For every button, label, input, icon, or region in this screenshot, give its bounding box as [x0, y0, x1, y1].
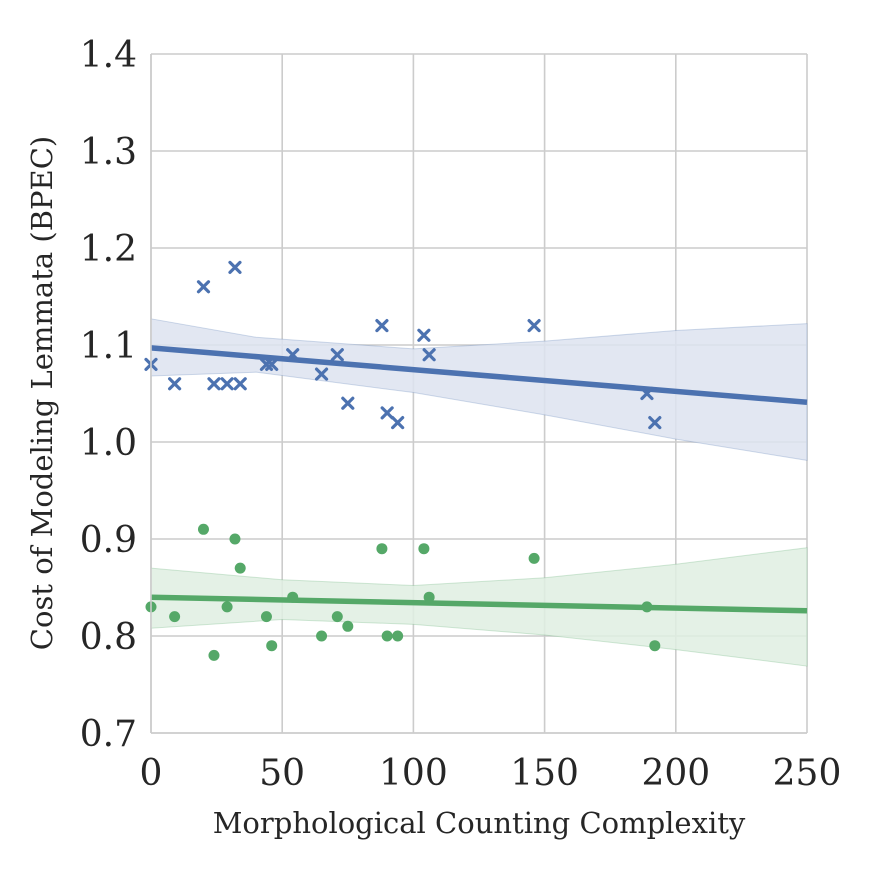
- green-dot-marker: [528, 552, 540, 564]
- blue-x-marker: [341, 396, 355, 410]
- x-tick-label: 100: [379, 753, 448, 794]
- y-tick-label: 0.9: [80, 520, 137, 561]
- x-tick-label: 250: [773, 753, 842, 794]
- green-dot-marker: [392, 630, 404, 642]
- green-dot-marker: [221, 601, 233, 613]
- blue-x-marker: [640, 386, 654, 401]
- blue-x-marker: [422, 348, 436, 362]
- y-tick-label: 1.0: [80, 423, 137, 464]
- x-axis-label: Morphological Counting Complexity: [213, 806, 746, 840]
- blue-x-marker: [286, 348, 300, 362]
- blue-x-marker: [228, 260, 242, 274]
- y-tick-label: 1.1: [80, 326, 137, 367]
- green-dot-marker: [331, 611, 343, 623]
- green-dot-marker: [287, 591, 299, 603]
- blue-x-marker: [314, 367, 329, 381]
- regression-lines: [150, 345, 808, 614]
- blue-x-marker: [527, 319, 541, 333]
- y-tick-label: 1.4: [80, 35, 137, 76]
- blue-x-marker: [375, 319, 389, 333]
- green-regression-line: [150, 594, 808, 614]
- green-dot-marker: [197, 523, 209, 535]
- y-tick-labels: 0.7 0.8 0.9 1.0 1.1 1.2 1.3 1.4: [80, 35, 137, 755]
- green-dot-marker: [229, 533, 241, 545]
- green-confidence-band: [150, 547, 808, 667]
- blue-x-marker: [417, 328, 431, 342]
- blue-x-marker: [168, 377, 182, 391]
- x-tick-label: 0: [140, 753, 163, 794]
- blue-x-marker: [648, 416, 662, 430]
- green-dot-marker: [381, 630, 393, 642]
- blue-x-marker: [265, 357, 279, 371]
- x-tick-label: 150: [510, 753, 579, 794]
- green-dot-marker: [641, 601, 653, 613]
- blue-x-marker: [207, 377, 221, 391]
- y-tick-label: 0.8: [80, 617, 137, 658]
- green-dot-marker: [316, 630, 328, 642]
- green-dot-marker: [208, 649, 220, 661]
- green-dot-marker: [649, 640, 661, 652]
- green-dot-marker: [342, 620, 354, 632]
- green-dot-marker: [234, 562, 246, 574]
- green-dot-marker: [260, 611, 272, 623]
- blue-x-marker: [380, 406, 394, 420]
- blue-confidence-band: [150, 318, 808, 462]
- y-tick-label: 0.7: [80, 714, 137, 755]
- blue-regression-line: [150, 345, 808, 405]
- y-tick-label: 1.3: [80, 132, 137, 173]
- blue-x-marker: [330, 348, 344, 362]
- green-dot-marker: [423, 591, 435, 603]
- confidence-bands: [150, 318, 808, 667]
- green-dot-marker: [169, 611, 181, 623]
- green-dot-marker: [418, 543, 430, 555]
- x-tick-labels: 0 50 100 150 200 250: [140, 753, 842, 794]
- x-tick-label: 50: [259, 753, 305, 794]
- y-axis-label: Cost of Modeling Lemmata (BPEC): [25, 136, 59, 650]
- blue-x-marker: [196, 280, 211, 294]
- x-tick-label: 200: [641, 753, 710, 794]
- blue-x-marker: [391, 416, 405, 430]
- axis-spines: [150, 54, 807, 734]
- y-tick-label: 1.2: [80, 229, 137, 270]
- blue-x-marker: [233, 377, 247, 391]
- blue-x-marker: [220, 377, 234, 391]
- green-dot-marker: [266, 640, 278, 652]
- green-dot-marker: [376, 543, 388, 555]
